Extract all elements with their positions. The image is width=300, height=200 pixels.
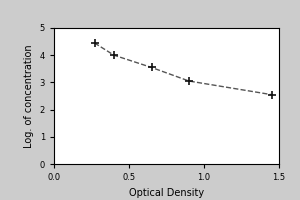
X-axis label: Optical Density: Optical Density [129, 188, 204, 198]
Y-axis label: Log. of concentration: Log. of concentration [24, 44, 34, 148]
